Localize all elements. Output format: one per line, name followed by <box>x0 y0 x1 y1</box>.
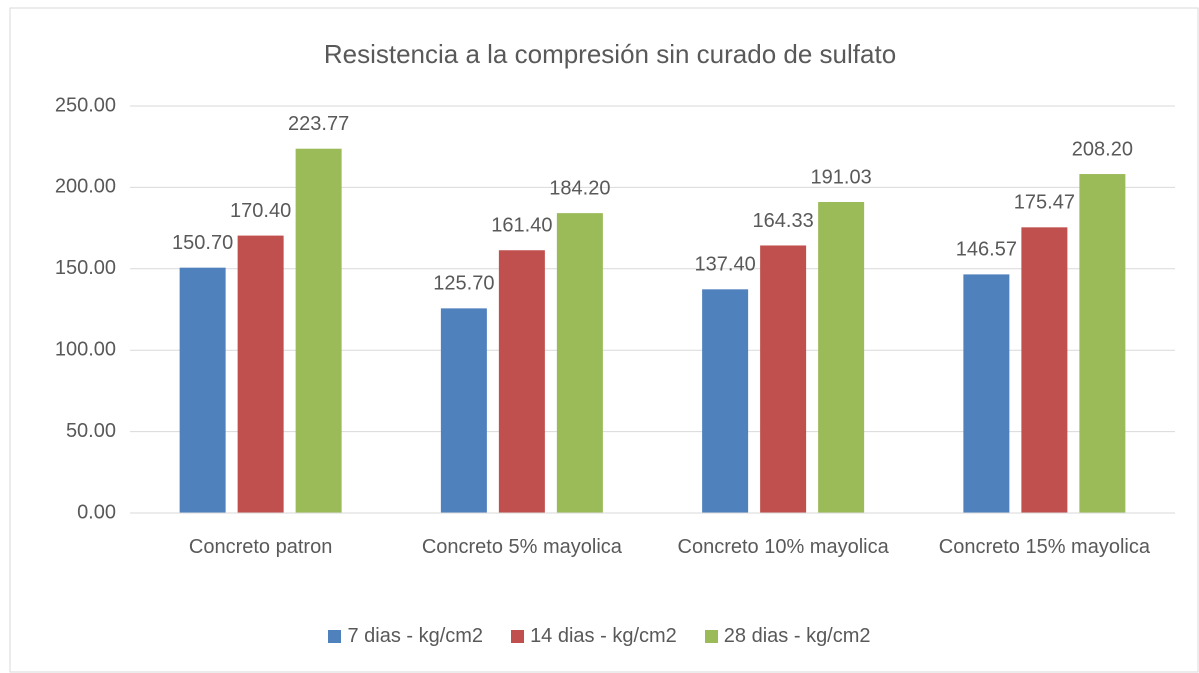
legend-swatch <box>328 630 342 643</box>
bar <box>498 250 545 514</box>
legend-label: 28 dias - kg/cm2 <box>723 625 871 647</box>
legend-item: 14 dias - kg/cm2 <box>511 625 677 648</box>
data-label: 208.20 <box>1072 138 1133 160</box>
chart-title: Resistencia a la compresión sin curado d… <box>324 39 896 69</box>
data-label: 191.03 <box>811 166 872 188</box>
y-tick-label: 150.00 <box>55 257 116 279</box>
legend-label: 14 dias - kg/cm2 <box>530 625 677 647</box>
x-tick-label: Concreto 15% mayolica <box>938 536 1150 558</box>
data-label: 184.20 <box>549 177 610 199</box>
data-label: 170.40 <box>230 200 291 222</box>
bar <box>963 274 1010 513</box>
legend-label: 7 dias - kg/cm2 <box>347 625 484 647</box>
bar <box>237 235 284 513</box>
bar <box>1079 174 1126 513</box>
bar <box>295 148 342 513</box>
chart-frame <box>9 7 1199 673</box>
bar <box>179 267 226 513</box>
legend-swatch <box>704 630 718 643</box>
y-tick-label: 100.00 <box>55 338 116 360</box>
legend-item: 7 dias - kg/cm2 <box>328 625 483 648</box>
data-label: 150.70 <box>172 232 233 254</box>
y-tick-label: 50.00 <box>66 420 116 442</box>
bar <box>760 245 807 513</box>
data-label: 175.47 <box>1014 192 1075 214</box>
x-tick-label: Concreto 5% mayolica <box>421 536 622 558</box>
y-tick-label: 0.00 <box>77 501 116 523</box>
bar <box>702 289 749 513</box>
data-label: 223.77 <box>288 113 349 135</box>
data-label: 137.40 <box>695 254 756 276</box>
y-tick-label: 200.00 <box>55 176 116 198</box>
data-label: 161.40 <box>491 215 552 237</box>
x-tick-label: Concreto 10% mayolica <box>677 536 889 558</box>
x-tick-label: Concreto patron <box>188 536 333 558</box>
bar <box>556 213 603 513</box>
y-tick-label: 250.00 <box>55 94 116 116</box>
legend-swatch <box>511 630 525 643</box>
bar <box>440 308 487 513</box>
bar <box>818 202 865 513</box>
data-label: 146.57 <box>956 239 1017 261</box>
data-label: 164.33 <box>753 210 814 232</box>
bar <box>1021 227 1068 513</box>
legend-item: 28 dias - kg/cm2 <box>704 625 871 648</box>
data-label: 125.70 <box>433 273 494 295</box>
legend: 7 dias - kg/cm2 14 dias - kg/cm2 28 dias -… <box>0 625 1199 648</box>
